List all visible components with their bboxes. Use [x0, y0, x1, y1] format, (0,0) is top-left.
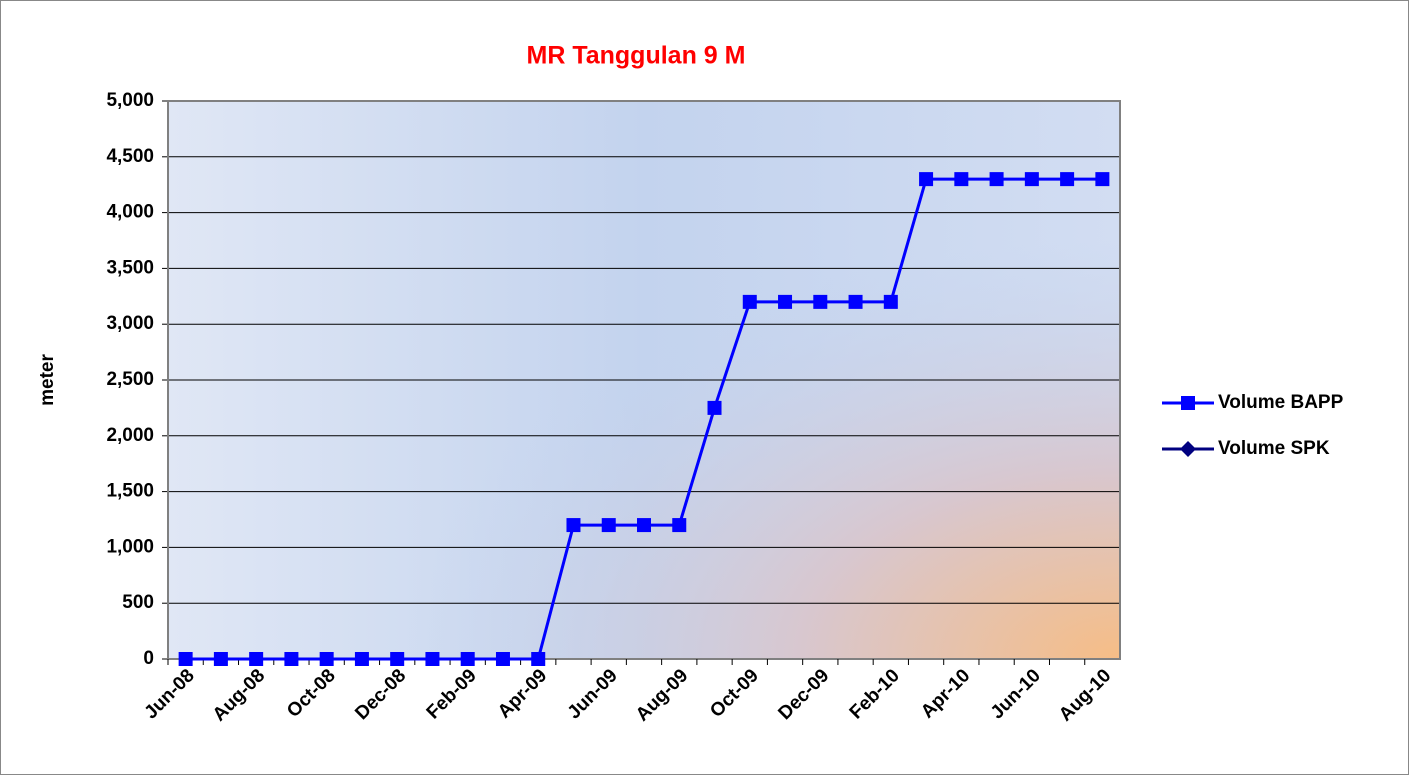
point	[672, 518, 687, 533]
chart-title: MR Tanggulan 9 M	[527, 42, 746, 70]
point	[742, 294, 757, 309]
point	[566, 518, 581, 533]
point	[425, 652, 440, 666]
point	[495, 652, 510, 666]
point	[848, 294, 863, 309]
y-tick-label: 4,500	[106, 146, 154, 167]
point	[883, 294, 898, 309]
point	[460, 652, 475, 666]
point	[319, 652, 334, 666]
y-tick-label: 500	[122, 592, 154, 613]
y-tick-label: 4,000	[106, 202, 154, 223]
legend-label: Volume BAPP	[1218, 392, 1344, 413]
y-tick-label: 1,000	[106, 536, 154, 557]
point	[1024, 172, 1039, 187]
point	[1095, 172, 1110, 187]
legend-label: Volume SPK	[1218, 438, 1330, 459]
y-tick-label: 0	[143, 648, 154, 669]
y-tick-label: 2,500	[106, 369, 154, 390]
point	[390, 652, 405, 666]
y-tick-label: 3,500	[106, 257, 154, 278]
point	[1180, 441, 1196, 457]
point	[954, 172, 969, 187]
point	[707, 400, 722, 415]
point	[213, 652, 228, 666]
point	[531, 652, 546, 666]
y-tick-label: 1,500	[106, 481, 154, 502]
point	[249, 652, 264, 666]
point	[284, 652, 299, 666]
point	[601, 518, 616, 533]
point	[637, 518, 651, 533]
y-tick-label: 3,000	[106, 313, 154, 334]
point	[1181, 396, 1195, 410]
y-tick-label: 5,000	[106, 90, 154, 111]
point	[813, 294, 828, 309]
point	[989, 172, 1004, 187]
point	[354, 652, 369, 666]
plot-border	[167, 100, 1121, 660]
y-axis-label: meter	[37, 354, 58, 406]
y-tick-label: 2,000	[106, 425, 154, 446]
point	[1060, 172, 1075, 187]
point	[778, 294, 793, 309]
point	[178, 652, 193, 666]
point	[919, 172, 934, 187]
